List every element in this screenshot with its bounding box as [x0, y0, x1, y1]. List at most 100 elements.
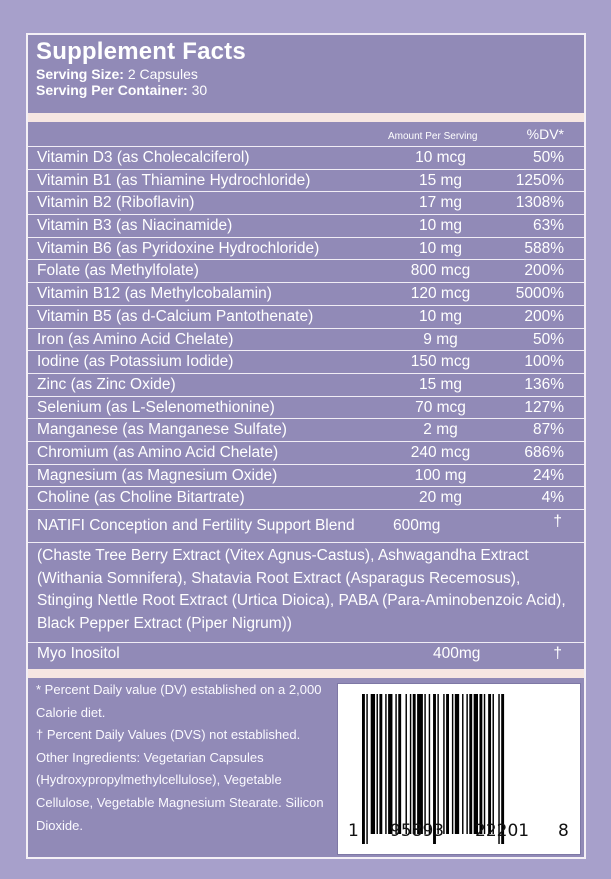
barcode-bar	[462, 694, 464, 834]
nutrient-row: Iodine (as Potassium Iodide) 150 mcg 100%	[28, 351, 584, 374]
barcode-bar	[488, 694, 492, 834]
nutrient-dv: 1308%	[515, 194, 564, 212]
blend-amount: 600mg	[393, 517, 441, 534]
barcode-bar	[395, 694, 397, 834]
nutrient-dv: 100%	[524, 353, 564, 371]
nutrient-dv: 136%	[524, 375, 564, 393]
barcode-bar	[443, 694, 445, 834]
nutrient-name: Vitamin B1 (as Thiamine Hydrochloride)	[37, 171, 311, 189]
nutrient-name: Choline (as Choline Bitartrate)	[37, 489, 245, 507]
barcode-bar	[437, 694, 439, 834]
nutrient-dv: 686%	[524, 443, 564, 461]
nutrient-name: Manganese (as Manganese Sulfate)	[37, 421, 287, 439]
nutrient-dv: 24%	[532, 466, 564, 484]
barcode-bar	[376, 694, 378, 834]
barcode-bar	[498, 694, 500, 844]
barcode-bar	[473, 694, 478, 834]
title: Supplement Facts	[36, 38, 246, 65]
nutrient-name: Vitamin B2 (Riboflavin)	[37, 194, 195, 212]
nutrient-amount: 2 mg	[423, 421, 458, 439]
nutrient-dv: 63%	[532, 217, 564, 235]
myo-name: Myo Inositol	[37, 645, 120, 662]
barcode-bar	[385, 694, 387, 834]
nutrient-row: Vitamin B2 (Riboflavin) 17 mg 1308%	[28, 192, 584, 216]
nutrient-dv: 200%	[524, 307, 564, 325]
barcode-bar	[379, 694, 383, 834]
nutrient-amount: 17 mg	[418, 194, 463, 212]
nutrient-dv: 1250%	[515, 171, 564, 189]
barcode-bar	[451, 694, 454, 834]
other-ingredients: Other Ingredients: Vegetarian Capsules (…	[36, 749, 324, 833]
nutrient-row: Vitamin B3 (as Niacinamide) 10 mg 63%	[28, 215, 584, 238]
nutrient-dv: 4%	[541, 489, 564, 507]
myo-amount: 400mg	[433, 645, 481, 662]
divider-band	[28, 113, 584, 122]
barcode-bar	[466, 694, 468, 834]
nutrient-row: Zinc (as Zinc Oxide) 15 mg 136%	[28, 374, 584, 397]
nutrient-row: Vitamin D3 (as Cholecalciferol) 10 mcg 50%	[28, 147, 584, 170]
nutrient-table: Vitamin D3 (as Cholecalciferol) 10 mcg 50%…	[28, 147, 584, 510]
nutrient-dv: 50%	[532, 330, 564, 348]
nutrient-amount: 10 mg	[418, 239, 463, 257]
nutrient-amount: 120 mcg	[410, 285, 471, 303]
nutrient-name: Chromium (as Amino Acid Chelate)	[37, 443, 279, 461]
nutrient-row: Choline (as Choline Bitartrate) 20 mg 4%	[28, 487, 584, 510]
nutrient-amount: 240 mcg	[410, 443, 471, 461]
barcode-bar	[409, 694, 412, 834]
serving-per-container: Serving Per Container: 30	[36, 82, 208, 98]
barcode-bar	[454, 694, 460, 834]
nutrient-amount: 20 mg	[418, 489, 463, 507]
nutrient-row: Vitamin B1 (as Thiamine Hydrochloride) 15…	[28, 170, 584, 193]
nutrient-row: Folate (as Methylfolate) 800 mcg 200%	[28, 260, 584, 284]
barcode-bar	[433, 694, 436, 844]
myo-dv: †	[553, 645, 562, 662]
nutrient-name: Iron (as Amino Acid Chelate)	[37, 330, 234, 348]
nutrient-name: Vitamin B12 (as Methylcobalamin)	[37, 285, 272, 303]
table-header: Amount Per Serving %DV*	[28, 122, 584, 147]
nutrient-dv: 50%	[532, 149, 564, 166]
nutrient-name: Vitamin D3 (as Cholecalciferol)	[37, 149, 250, 166]
nutrient-amount: 15 mg	[418, 171, 463, 189]
divider-band	[28, 669, 584, 678]
footnotes: * Percent Daily value (DV) established o…	[36, 679, 326, 837]
nutrient-name: Magnesium (as Magnesium Oxide)	[37, 466, 278, 484]
nutrient-amount: 70 mcg	[415, 398, 466, 416]
nutrient-amount: 150 mcg	[410, 353, 471, 371]
nutrient-row: Chromium (as Amino Acid Chelate) 240 mcg 6…	[28, 442, 584, 465]
dv-note: * Percent Daily value (DV) established o…	[36, 682, 322, 720]
barcode-bar	[362, 694, 365, 844]
myo-inositol-row: Myo Inositol 400mg †	[28, 643, 584, 667]
nutrient-name: Folate (as Methylfolate)	[37, 262, 199, 280]
barcode-bar	[469, 694, 473, 834]
nutrient-row: Iron (as Amino Acid Chelate) 9 mg 50%	[28, 329, 584, 352]
barcode-bar	[366, 694, 368, 844]
nutrient-dv: 87%	[532, 421, 564, 439]
nutrient-name: Vitamin B3 (as Niacinamide)	[37, 217, 233, 235]
nutrient-row: Vitamin B12 (as Methylcobalamin) 120 mcg 5…	[28, 283, 584, 306]
barcode-bar	[417, 694, 423, 834]
nutrient-name: Iodine (as Potassium Iodide)	[37, 353, 234, 371]
nutrient-amount: 15 mg	[418, 375, 463, 393]
nutrient-name: Selenium (as L-Selenomethionine)	[37, 398, 275, 416]
dagger-note: † Percent Daily Values (DVS) not establi…	[36, 727, 301, 743]
barcode-bar	[483, 694, 486, 834]
barcode-digit: 8	[558, 821, 569, 841]
blend-row: NATIFI Conception and Fertility Support …	[28, 511, 584, 543]
barcode-bar	[492, 694, 494, 834]
serving-size: Serving Size: 2 Capsules	[36, 66, 198, 82]
nutrient-dv: 200%	[524, 262, 564, 280]
nutrient-amount: 100 mg	[414, 466, 467, 484]
blend-name: NATIFI Conception and Fertility Support …	[37, 517, 355, 534]
barcode-bar	[388, 694, 393, 834]
barcode-digits: 22201	[475, 821, 530, 841]
barcode-bar	[479, 694, 483, 834]
barcode-bar	[428, 694, 431, 834]
barcode-digits: 95893	[390, 821, 445, 841]
dv-header: %DV*	[526, 126, 564, 142]
amount-header: Amount Per Serving	[388, 131, 478, 142]
nutrient-name: Vitamin B6 (as Pyridoxine Hydrochloride)	[37, 239, 320, 257]
nutrient-dv: 127%	[524, 398, 564, 416]
nutrient-name: Vitamin B5 (as d-Calcium Pantothenate)	[37, 307, 314, 325]
blend-dv: †	[553, 513, 562, 530]
nutrient-amount: 800 mcg	[410, 262, 471, 280]
